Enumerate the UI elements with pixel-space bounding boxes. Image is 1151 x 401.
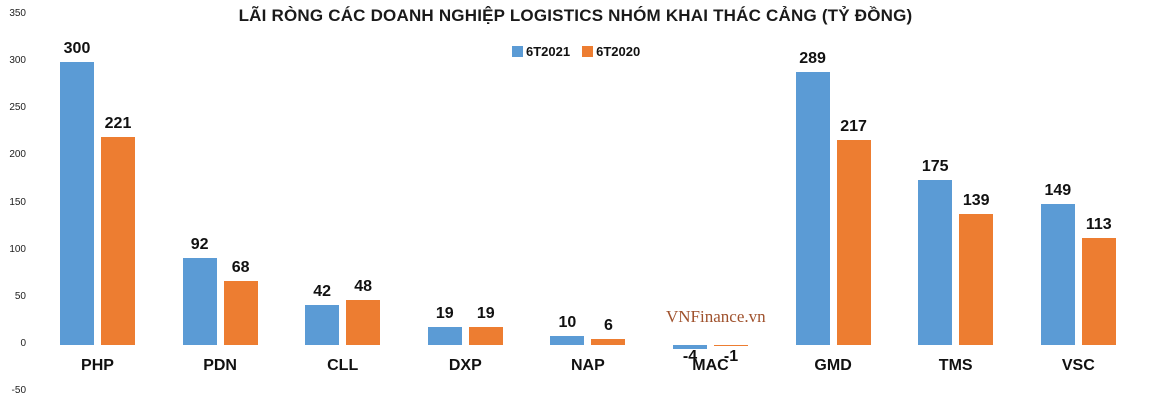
bar-pdn-6t2020: [223, 280, 258, 345]
watermark: VNFinance.vn: [666, 307, 766, 326]
bar-cll-6t2020: [346, 299, 381, 345]
y-tick: 200: [9, 149, 26, 161]
bar-tms-6t2020: [959, 213, 994, 345]
bar-vsc-6t2021: [1040, 204, 1075, 345]
bar-tms-6t2021: [918, 179, 953, 345]
category-label: VSC: [1061, 357, 1095, 374]
category-label: PHP: [81, 357, 114, 374]
value-label: 6: [603, 317, 613, 335]
y-tick: 250: [9, 102, 26, 114]
value-label: 19: [435, 305, 454, 323]
value-label: 68: [231, 258, 250, 276]
category-label: DXP: [448, 357, 482, 374]
y-tick: 0: [20, 338, 26, 349]
bar-php-6t2020: [101, 136, 135, 345]
y-tick: 100: [9, 243, 26, 255]
legend-swatch-6t2020: [582, 46, 594, 57]
y-tick: 300: [9, 55, 26, 66]
value-label: 149: [1044, 182, 1072, 200]
value-label: -4: [682, 348, 698, 365]
value-label: 48: [354, 277, 373, 295]
y-tick: 50: [14, 290, 26, 302]
bar-pdn-6t2021: [182, 258, 217, 345]
value-label: 217: [840, 118, 867, 136]
value-label: -1: [723, 348, 739, 365]
y-tick: -50: [11, 385, 26, 397]
y-tick: 150: [9, 196, 26, 208]
y-tick: 350: [9, 7, 26, 19]
value-label: 221: [104, 114, 132, 132]
value-label: 289: [799, 50, 826, 68]
value-label: 92: [190, 236, 209, 254]
bar-mac-6t2020: [714, 345, 748, 346]
value-label: 19: [476, 305, 495, 323]
bar-cll-6t2021: [305, 305, 340, 345]
bar-nap-6t2020: [591, 339, 626, 345]
value-label: 175: [921, 157, 949, 175]
legend: 6T2021 6T2020: [512, 44, 640, 59]
legend-item-6t2021: 6T2021: [512, 44, 570, 59]
bar-dxp-6t2020: [468, 327, 503, 345]
bar-nap-6t2021: [550, 335, 585, 345]
category-label: PDN: [203, 357, 237, 374]
bar-php-6t2021: [60, 62, 94, 345]
chart-title: LÃI RÒNG CÁC DOANH NGHIỆP LOGISTICS NHÓM…: [238, 6, 913, 25]
category-label: NAP: [571, 357, 605, 374]
value-label: 10: [558, 313, 577, 331]
legend-label-6t2020: 6T2020: [596, 44, 641, 59]
value-label: 42: [313, 283, 332, 301]
value-label: 139: [962, 191, 990, 209]
bar-dxp-6t2021: [427, 327, 462, 345]
value-label: 113: [1085, 216, 1112, 234]
bar-mac-6t2021: [673, 345, 707, 349]
category-label: MAC: [692, 357, 729, 374]
legend-swatch-6t2021: [512, 46, 523, 57]
legend-label-6t2021: 6T2021: [526, 44, 571, 59]
category-label: GMD: [814, 357, 852, 374]
value-label: 300: [63, 40, 91, 57]
bar-gmd-6t2021: [795, 72, 830, 345]
category-label: CLL: [327, 357, 359, 374]
bar-vsc-6t2020: [1081, 238, 1116, 345]
bar-gmd-6t2020: [836, 140, 871, 345]
category-label: TMS: [938, 357, 973, 374]
legend-item-6t2020: 6T2020: [582, 44, 640, 59]
